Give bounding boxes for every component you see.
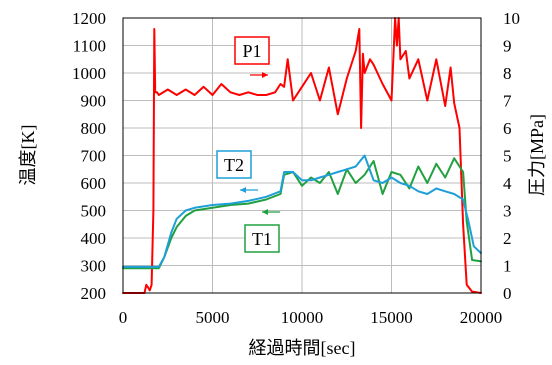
y-left-tick-label: 1100	[73, 37, 106, 56]
y-left-tick-label: 200	[81, 284, 107, 303]
callout-label: T2	[224, 155, 244, 175]
callout-t1: T1	[244, 209, 280, 253]
callout-p1: P1	[234, 36, 270, 78]
x-tick-label: 0	[119, 308, 128, 327]
y-right-tick-label: 0	[503, 284, 512, 303]
y-right-tick-label: 6	[503, 119, 512, 138]
x-tick-label: 20000	[460, 308, 503, 327]
series-lines	[122, 17, 482, 294]
y-right-tick-label: 1	[503, 257, 512, 276]
y-right-tick-label: 2	[503, 229, 512, 248]
y-left-tick-label: 500	[81, 202, 107, 221]
y-right-tick-label: 7	[503, 92, 512, 111]
x-tick-label: 15000	[370, 308, 413, 327]
callout-box	[216, 150, 252, 179]
callout-arrowhead	[262, 209, 268, 215]
y-left-tick-label: 800	[81, 119, 107, 138]
y-left-tick-label: 700	[81, 147, 107, 166]
y-right-tick-label: 5	[503, 147, 512, 166]
right-axis-title: 圧力[MPa]	[527, 114, 547, 196]
x-tick-label: 10000	[281, 308, 324, 327]
callout-box	[244, 224, 280, 253]
series-callouts: P1 T2 T1	[216, 36, 280, 253]
y-right-tick-label: 9	[503, 37, 512, 56]
series-line-t2	[122, 154, 482, 268]
tick-labels: 0 5000 10000 15000 2000020030040050060070080…	[72, 9, 520, 327]
grid-lines	[123, 18, 481, 293]
callout-box	[234, 36, 270, 65]
x-axis-title: 経過時間[sec]	[249, 338, 356, 358]
callout-t2: T2	[216, 150, 258, 193]
left-axis-title: 温度[K]	[18, 125, 38, 186]
callout-arrowhead	[262, 72, 268, 78]
y-left-tick-label: 400	[81, 229, 107, 248]
callout-label: T1	[252, 229, 272, 249]
y-left-tick-label: 300	[81, 257, 107, 276]
y-right-tick-label: 8	[503, 64, 512, 83]
y-right-tick-label: 4	[503, 174, 512, 193]
x-tick-label: 5000	[196, 308, 230, 327]
callout-label: P1	[242, 41, 261, 61]
y-right-tick-label: 10	[503, 9, 520, 28]
y-right-tick-label: 3	[503, 202, 512, 221]
y-left-tick-label: 1200	[72, 9, 106, 28]
callout-arrowhead	[240, 187, 246, 193]
y-left-tick-label: 1000	[72, 64, 106, 83]
plot-frame	[122, 17, 482, 294]
series-line-p1	[122, 17, 482, 294]
y-left-tick-label: 600	[81, 174, 107, 193]
series-line-t1	[122, 157, 482, 270]
y-left-tick-label: 900	[81, 92, 107, 111]
